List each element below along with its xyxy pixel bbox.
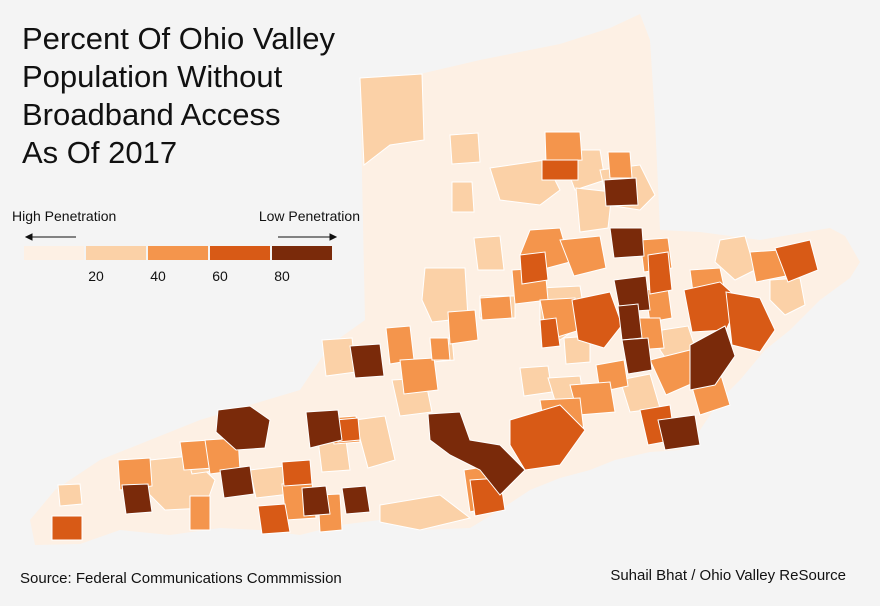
legend-low-label: Low Penetration [258,208,360,224]
title-line-4: As Of 2017 [22,135,178,170]
legend-tick-80: 80 [274,268,290,284]
title-line-3: Broadband Access [22,97,281,132]
legend-swatch-80-100 [272,246,332,260]
legend-swatch-60-80 [210,246,270,260]
legend-tick-40: 40 [150,268,166,284]
legend-tick-20: 20 [88,268,104,284]
legend-tick-60: 60 [212,268,228,284]
source-note: Source: Federal Communications Commmissi… [20,570,342,587]
legend-graphic [24,233,338,260]
right-arrow-icon [278,233,338,241]
map-title: Percent Of Ohio Valley Population Withou… [22,20,382,172]
legend-swatch-40-60 [148,246,208,260]
credit-note: Suhail Bhat / Ohio Valley ReSource [610,567,846,584]
counties-80-100 [121,177,736,517]
title-line-1: Percent Of Ohio Valley [22,21,336,56]
title-line-2: Population Without [22,59,283,94]
legend-swatch-0-20 [24,246,84,260]
legend-high-label: High Penetration [12,208,117,224]
legend-swatch-20-40 [86,246,146,260]
legend: High Penetration Low Penetration 20 40 6… [10,206,362,284]
left-arrow-icon [24,233,76,241]
counties-60-80 [51,159,819,541]
